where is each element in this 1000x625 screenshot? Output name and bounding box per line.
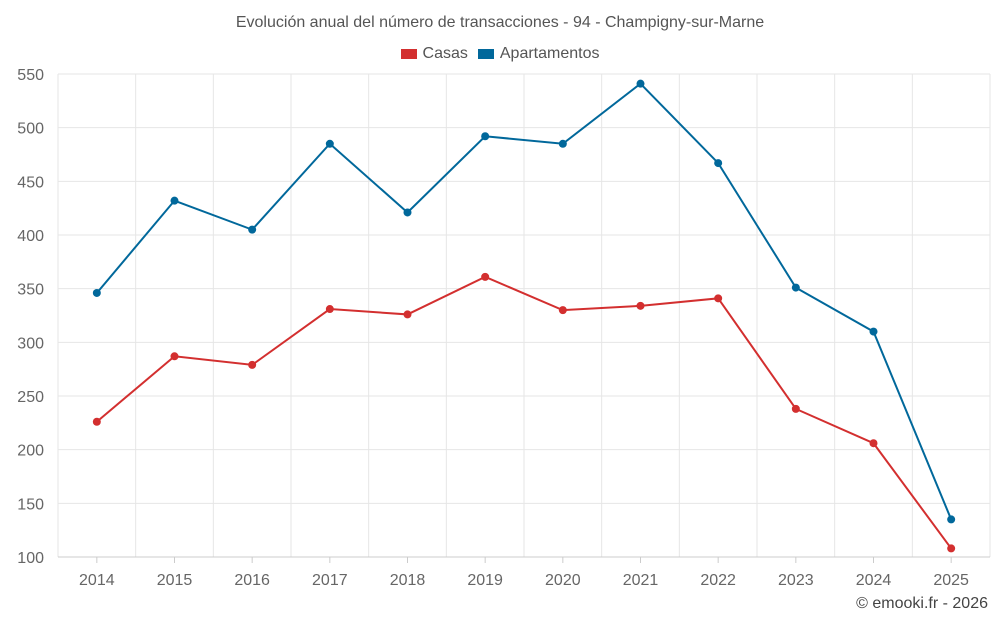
data-point-casas-2017 xyxy=(325,305,334,314)
data-point-apartamentos-2021 xyxy=(636,79,645,88)
y-tick-label-400: 400 xyxy=(17,228,44,245)
data-point-casas-2025 xyxy=(947,544,956,553)
data-point-apartamentos-2019 xyxy=(481,132,490,141)
y-tick-label-250: 250 xyxy=(17,389,44,406)
series-line-casas xyxy=(96,275,952,550)
data-point-casas-2019 xyxy=(481,272,490,281)
data-point-casas-2014 xyxy=(92,417,101,426)
data-point-casas-2016 xyxy=(248,360,257,369)
x-tick-label-2014: 2014 xyxy=(79,572,115,589)
y-tick-label-550: 550 xyxy=(17,67,44,84)
data-point-casas-2020 xyxy=(558,306,567,315)
credit-text: © emooki.fr - 2026 xyxy=(856,595,988,612)
x-tick-label-2018: 2018 xyxy=(390,572,426,589)
y-tick-label-200: 200 xyxy=(17,443,44,460)
data-point-casas-2022 xyxy=(714,294,723,303)
data-point-apartamentos-2022 xyxy=(714,159,723,168)
data-point-apartamentos-2025 xyxy=(947,515,956,524)
legend-swatch-apartamentos xyxy=(477,49,494,59)
legend-label-casas: Casas xyxy=(422,45,468,62)
data-point-apartamentos-2024 xyxy=(869,327,878,336)
x-tick-label-2017: 2017 xyxy=(312,572,348,589)
legend: Casas Apartamentos xyxy=(0,45,1000,63)
x-tick-label-2021: 2021 xyxy=(623,572,659,589)
y-tick-label-100: 100 xyxy=(17,550,44,567)
series-line-apartamentos xyxy=(96,82,953,520)
y-tick-label-150: 150 xyxy=(17,496,44,513)
data-point-casas-2018 xyxy=(403,310,412,319)
data-point-apartamentos-2014 xyxy=(92,288,101,297)
x-tick-label-2024: 2024 xyxy=(856,572,892,589)
data-point-casas-2023 xyxy=(791,404,800,413)
legend-swatch-casas xyxy=(400,49,417,59)
y-tick-label-450: 450 xyxy=(17,174,44,191)
y-tick-label-350: 350 xyxy=(17,282,44,299)
y-tick-label-300: 300 xyxy=(17,335,44,352)
legend-label-apartamentos: Apartamentos xyxy=(499,45,600,62)
data-point-casas-2021 xyxy=(636,301,645,310)
data-point-apartamentos-2015 xyxy=(170,196,179,205)
data-point-apartamentos-2017 xyxy=(325,139,334,148)
x-tick-label-2025: 2025 xyxy=(933,572,969,589)
legend-item-apartamentos[interactable]: Apartamentos xyxy=(477,45,600,63)
data-point-apartamentos-2023 xyxy=(791,283,800,292)
data-point-apartamentos-2016 xyxy=(248,225,257,234)
y-tick-label-500: 500 xyxy=(17,121,44,138)
x-tick-label-2020: 2020 xyxy=(545,572,581,589)
data-point-apartamentos-2018 xyxy=(403,208,412,217)
data-point-casas-2024 xyxy=(869,439,878,448)
data-point-apartamentos-2020 xyxy=(558,139,567,148)
x-tick-label-2016: 2016 xyxy=(234,572,270,589)
chart-title: Evolución anual del número de transaccio… xyxy=(235,14,765,31)
x-tick-label-2022: 2022 xyxy=(700,572,736,589)
data-point-casas-2015 xyxy=(170,352,179,361)
legend-item-casas[interactable]: Casas xyxy=(400,45,468,63)
x-tick-label-2015: 2015 xyxy=(157,572,193,589)
x-tick-label-2019: 2019 xyxy=(467,572,503,589)
x-tick-label-2023: 2023 xyxy=(778,572,814,589)
